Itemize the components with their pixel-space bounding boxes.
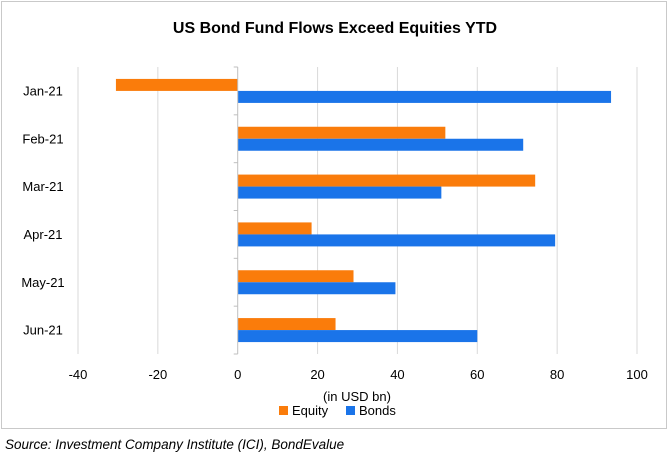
- x-tick-label: -40: [69, 367, 88, 382]
- y-tick-label: Jan-21: [23, 83, 63, 98]
- axes: -40 -20 0 20 40 60 80 100 Jan-21 Feb-21 Mar-21 Apr-…: [21, 66, 648, 382]
- bar-equity: [237, 126, 446, 139]
- x-axis-label: (in USD bn): [323, 389, 391, 404]
- bars: [115, 78, 612, 343]
- bar-bonds: [237, 90, 612, 103]
- bar-equity: [237, 270, 354, 283]
- bar-bonds: [237, 282, 396, 295]
- bar-equity: [237, 174, 536, 187]
- chart-frame: US Bond Fund Flows Exceed Equities YTD -…: [1, 1, 667, 429]
- legend-label-equity: Equity: [292, 403, 329, 418]
- y-tick-label: May-21: [21, 275, 64, 290]
- bar-bonds: [237, 138, 524, 151]
- x-tick-label: 0: [234, 367, 241, 382]
- gridlines: [77, 67, 638, 354]
- x-tick-label: 60: [470, 367, 484, 382]
- bar-chart: US Bond Fund Flows Exceed Equities YTD -…: [21, 20, 648, 418]
- legend-swatch-equity: [279, 406, 288, 415]
- y-tick-label: Feb-21: [22, 131, 63, 146]
- chart-title: US Bond Fund Flows Exceed Equities YTD: [173, 20, 497, 37]
- bar-equity: [237, 318, 336, 331]
- legend-swatch-bonds: [346, 406, 355, 415]
- y-tick-label: Apr-21: [23, 227, 62, 242]
- x-tick-label: 100: [626, 367, 648, 382]
- legend-label-bonds: Bonds: [359, 403, 396, 418]
- x-tick-label: 40: [390, 367, 404, 382]
- bar-equity: [115, 78, 238, 91]
- y-tick-label: Mar-21: [22, 179, 63, 194]
- bar-bonds: [237, 234, 556, 247]
- bar-equity: [237, 222, 312, 235]
- x-tick-label: 80: [550, 367, 564, 382]
- source-note: Source: Investment Company Institute (IC…: [5, 437, 345, 452]
- bar-bonds: [237, 330, 478, 343]
- y-tick-label: Jun-21: [23, 323, 63, 338]
- x-tick-label: -20: [148, 367, 167, 382]
- x-tick-label: 20: [310, 367, 324, 382]
- bar-bonds: [237, 186, 442, 199]
- legend: Equity Bonds: [279, 403, 396, 418]
